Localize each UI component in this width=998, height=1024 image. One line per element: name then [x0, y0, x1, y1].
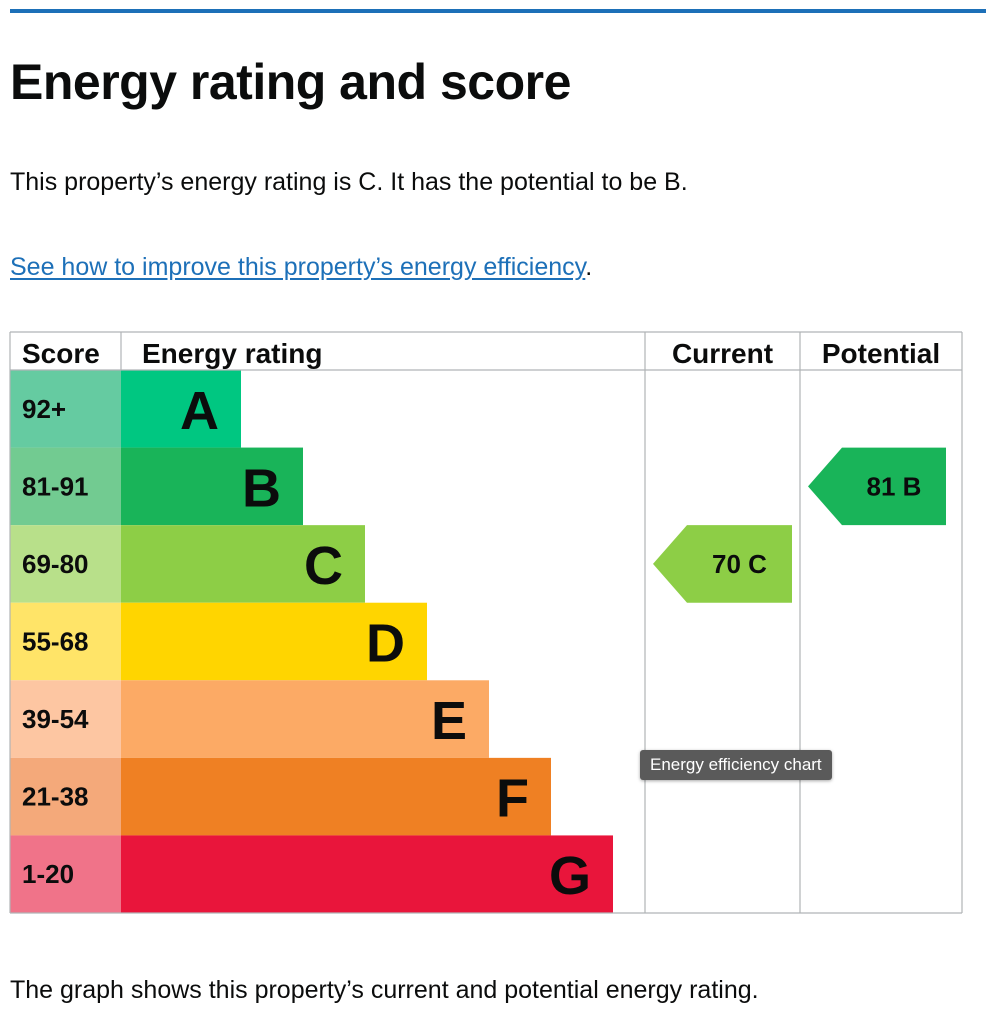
- header-current: Current: [672, 338, 773, 369]
- score-cell: [10, 370, 121, 448]
- potential-rating-arrow: [808, 447, 946, 526]
- score-label: 39-54: [22, 704, 89, 734]
- improve-paragraph: See how to improve this property’s energ…: [10, 251, 592, 283]
- rating-bar-a: [121, 370, 241, 448]
- rating-bar-b: [121, 447, 303, 526]
- improve-suffix: .: [585, 253, 593, 281]
- score-cell: [10, 757, 121, 836]
- rating-bar-g: [121, 835, 613, 913]
- score-label: 69-80: [22, 549, 89, 579]
- chart-tooltip: Energy efficiency chart: [640, 750, 832, 780]
- rating-bar-e: [121, 680, 489, 758]
- graph-description: The graph shows this property’s current …: [10, 976, 759, 1004]
- rating-letter: E: [431, 691, 467, 751]
- top-rule: [10, 9, 986, 13]
- score-cell: [10, 602, 121, 681]
- header-score: Score: [22, 338, 100, 369]
- potential-rating-arrow-label: 81 B: [867, 471, 922, 501]
- header-energy-rating: Energy rating: [142, 338, 322, 369]
- header-potential: Potential: [822, 338, 940, 369]
- rating-letter: G: [549, 846, 591, 906]
- rating-bar-d: [121, 602, 427, 681]
- current-rating-arrow-label: 70 C: [712, 549, 767, 579]
- rating-letter: A: [180, 381, 219, 441]
- rating-bar-f: [121, 757, 551, 836]
- score-label: 55-68: [22, 627, 89, 657]
- score-cell: [10, 525, 121, 603]
- score-label: 21-38: [22, 782, 89, 812]
- rating-bar-c: [121, 525, 365, 603]
- score-label: 81-91: [22, 471, 89, 501]
- rating-letter: B: [242, 458, 281, 518]
- improve-link[interactable]: See how to improve this property’s energ…: [10, 253, 586, 281]
- score-label: 92+: [22, 394, 66, 424]
- rating-letter: C: [304, 536, 343, 596]
- intro-text: This property’s energy rating is C. It h…: [10, 168, 688, 196]
- score-label: 1-20: [22, 859, 74, 889]
- score-cell: [10, 447, 121, 526]
- rating-letter: D: [366, 614, 405, 674]
- score-cell: [10, 835, 121, 913]
- rating-letter: F: [496, 769, 529, 829]
- current-rating-arrow: [653, 525, 792, 603]
- page-title: Energy rating and score: [10, 54, 571, 110]
- score-cell: [10, 680, 121, 758]
